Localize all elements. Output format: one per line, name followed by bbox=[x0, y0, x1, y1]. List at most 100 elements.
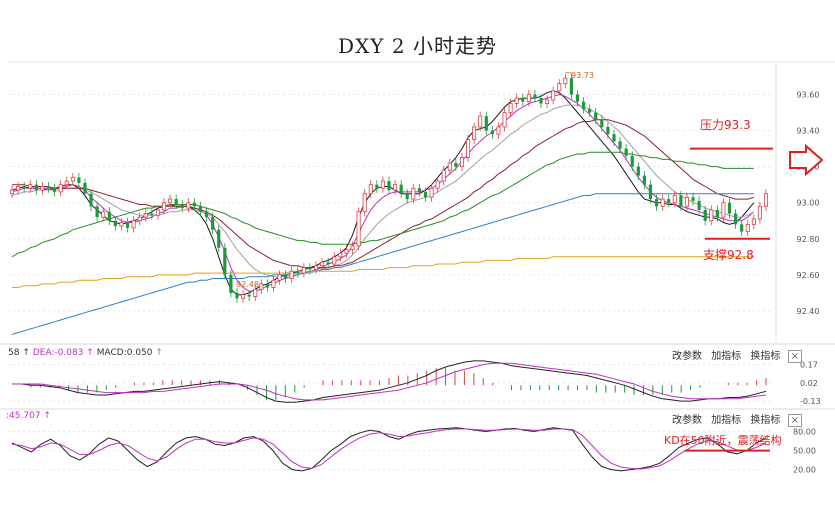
ma-line bbox=[11, 90, 755, 296]
candle-body bbox=[533, 94, 537, 99]
candle-body bbox=[733, 213, 738, 225]
candle-body bbox=[253, 288, 258, 297]
macd-add-button[interactable]: 加指标 bbox=[711, 351, 742, 362]
ma-line bbox=[11, 151, 754, 258]
candle-body bbox=[667, 199, 671, 203]
candle-body bbox=[441, 169, 446, 182]
candle-body bbox=[399, 184, 403, 194]
candle-body bbox=[751, 218, 756, 225]
candle-body bbox=[204, 211, 209, 218]
candle-body bbox=[40, 186, 45, 191]
kd-y-tick: 80.00 bbox=[793, 428, 816, 437]
candle-body bbox=[764, 193, 769, 207]
candle-body bbox=[606, 126, 610, 135]
candle-body bbox=[180, 204, 184, 209]
candle-body bbox=[271, 279, 276, 288]
kd-d-line bbox=[11, 428, 767, 470]
candle-body bbox=[131, 220, 136, 229]
right-arrow-icon bbox=[789, 143, 824, 177]
candle-body bbox=[684, 196, 689, 207]
candle-body bbox=[301, 267, 306, 274]
candle-body bbox=[551, 90, 556, 101]
candle-body bbox=[64, 180, 69, 186]
candle-body bbox=[459, 157, 464, 168]
candle-body bbox=[284, 274, 288, 279]
candle-body bbox=[89, 193, 93, 207]
candle-body bbox=[174, 199, 178, 205]
candle-body bbox=[679, 195, 683, 207]
candle-body bbox=[362, 193, 367, 213]
kd-params-button[interactable]: 改参数 bbox=[672, 415, 702, 426]
candle-body bbox=[727, 202, 732, 214]
candle-body bbox=[368, 184, 373, 195]
candle-body bbox=[326, 262, 330, 265]
candle-body bbox=[600, 119, 604, 127]
candle-body bbox=[618, 141, 622, 149]
kd-close-icon[interactable]: × bbox=[787, 414, 802, 427]
candle-body bbox=[186, 202, 191, 209]
candle-body bbox=[241, 294, 246, 299]
macd-prefix: 58 bbox=[8, 348, 20, 358]
candle-body bbox=[581, 101, 586, 109]
candle-body bbox=[563, 77, 568, 85]
candle-body bbox=[630, 155, 634, 167]
candle-body bbox=[314, 265, 319, 270]
kd-add-button[interactable]: 加指标 bbox=[711, 415, 742, 426]
candle-body bbox=[380, 180, 385, 189]
candle-body bbox=[168, 198, 173, 204]
candle-body bbox=[478, 115, 483, 128]
macd-params-button[interactable]: 改参数 bbox=[672, 351, 702, 362]
candle-body bbox=[289, 270, 294, 279]
candle-body bbox=[393, 184, 398, 191]
kd-switch-button[interactable]: 换指标 bbox=[750, 415, 781, 426]
candle-body bbox=[9, 189, 14, 195]
candle-body bbox=[672, 195, 677, 204]
candle-body bbox=[217, 229, 221, 248]
kd-header: :45.707 ↑ bbox=[6, 411, 51, 421]
candle-body bbox=[125, 222, 130, 228]
candle-body bbox=[757, 205, 762, 220]
candle-body bbox=[83, 182, 87, 194]
candle-body bbox=[52, 188, 57, 192]
macd-close-icon[interactable]: × bbox=[787, 350, 802, 363]
candle-body bbox=[660, 198, 665, 207]
candle-body bbox=[58, 184, 63, 193]
macd-y-tick: 0.02 bbox=[800, 379, 818, 388]
candle-body bbox=[703, 209, 707, 221]
kd-value: :45.707 bbox=[6, 411, 41, 421]
candle-body bbox=[150, 213, 154, 216]
candle-body bbox=[265, 283, 269, 288]
ma-line bbox=[12, 256, 754, 288]
macd-dea-line bbox=[12, 362, 767, 401]
y-tick-label: 92.80 bbox=[797, 235, 820, 244]
candle-body bbox=[466, 139, 471, 159]
candle-body bbox=[435, 180, 440, 189]
candle-body bbox=[594, 112, 598, 120]
macd-switch-button[interactable]: 换指标 bbox=[750, 351, 781, 362]
candle-body bbox=[95, 206, 99, 218]
kd-y-tick: 20.00 bbox=[793, 466, 816, 475]
candle-body bbox=[405, 193, 409, 200]
y-tick-label: 92.40 bbox=[797, 307, 820, 316]
candle-body bbox=[502, 112, 507, 128]
candle-body bbox=[472, 126, 477, 140]
candle-body bbox=[691, 197, 695, 201]
high-price-label: 93.73 bbox=[571, 71, 594, 80]
candle-body bbox=[137, 216, 142, 222]
candle-body bbox=[514, 97, 519, 104]
low-price-label: 92.48 bbox=[236, 280, 259, 289]
candle-body bbox=[344, 249, 349, 254]
candle-body bbox=[454, 163, 458, 167]
support-label: 支撑92.8 bbox=[703, 248, 754, 262]
candle-body bbox=[521, 98, 525, 102]
candle-body bbox=[490, 130, 494, 135]
candle-body bbox=[745, 223, 750, 232]
candle-body bbox=[277, 274, 282, 281]
candle-body bbox=[508, 103, 513, 113]
candle-body bbox=[423, 191, 428, 198]
candle-body bbox=[198, 206, 203, 212]
y-tick-label: 93.60 bbox=[797, 90, 820, 99]
ma-line bbox=[12, 119, 754, 269]
candle-body bbox=[648, 184, 653, 200]
candle-body bbox=[721, 202, 726, 218]
